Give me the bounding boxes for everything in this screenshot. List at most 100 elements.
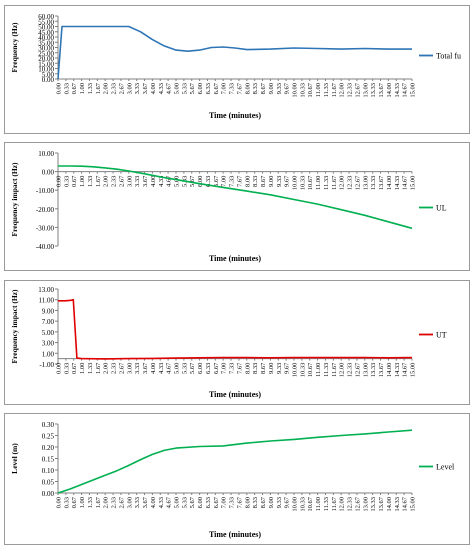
x-tick-label: 5.33 xyxy=(181,363,188,374)
x-tick-label: 9.67 xyxy=(284,82,291,94)
x-tick-label: 6.67 xyxy=(213,362,220,374)
y-tick-label: 0.25 xyxy=(42,433,55,441)
x-tick-label: 6.00 xyxy=(197,83,204,94)
x-tick-label: 9.67 xyxy=(284,496,291,508)
y-tick-label: -30.00 xyxy=(36,224,55,232)
x-tick-label: 4.33 xyxy=(158,363,165,374)
x-tick-label: 14.67 xyxy=(402,362,409,377)
x-tick-label: 14.33 xyxy=(394,363,401,378)
x-tick-label: 1.33 xyxy=(87,176,94,187)
x-tick-label: 1.33 xyxy=(87,363,94,374)
x-tick-label: 4.33 xyxy=(158,83,165,94)
x-tick-label: 12.67 xyxy=(354,496,361,511)
y-tick-label: 10.00 xyxy=(38,150,54,158)
x-tick-label: 3.00 xyxy=(126,363,133,374)
x-tick-label: 9.33 xyxy=(276,176,283,187)
x-tick-label: 11.00 xyxy=(315,497,322,511)
x-tick-label: 3.00 xyxy=(126,176,133,187)
y-tick-label: 0.00 xyxy=(42,490,55,498)
x-tick-label: 11.67 xyxy=(331,362,338,377)
x-axis-title: Time (minutes) xyxy=(209,530,261,539)
x-tick-label: 1.33 xyxy=(87,83,94,94)
x-tick-label: 3.67 xyxy=(142,175,149,187)
x-tick-label: 4.00 xyxy=(150,497,157,508)
x-tick-label: 2.00 xyxy=(103,83,110,94)
chart-svg-level: 0.000.050.100.150.200.250.300.00 0.33 0.67… xyxy=(10,421,455,539)
y-tick-label: 3.00 xyxy=(42,340,55,348)
x-tick-label: 1.67 xyxy=(95,362,102,374)
x-tick-label: 5.00 xyxy=(174,176,181,187)
x-tick-label: 9.00 xyxy=(268,83,275,94)
x-tick-label: 7.00 xyxy=(221,497,228,508)
y-tick-label: 25.00 xyxy=(38,50,54,58)
x-axis-title: Time (minutes) xyxy=(209,390,261,399)
x-tick-label: 0.33 xyxy=(63,176,70,187)
x-tick-label: 7.33 xyxy=(229,363,236,374)
x-tick-label: 8.33 xyxy=(252,83,259,94)
y-tick-label: 60.00 xyxy=(38,13,54,21)
x-tick-label: 3.33 xyxy=(134,176,141,187)
x-tick-label: 14.67 xyxy=(402,82,409,97)
x-tick-label: 14.33 xyxy=(394,83,401,98)
y-tick-label: 0.10 xyxy=(42,467,55,475)
x-tick-label: 13.67 xyxy=(378,362,385,377)
x-tick-label: 9.33 xyxy=(276,497,283,508)
x-tick-label: 7.00 xyxy=(221,176,228,187)
x-tick-label: 15.00 xyxy=(410,363,417,378)
x-tick-label: 10.00 xyxy=(292,176,299,191)
x-tick-label: 11.33 xyxy=(323,176,330,190)
x-tick-label: 15.00 xyxy=(410,176,417,191)
x-tick-label: 10.33 xyxy=(299,83,306,98)
x-tick-label: 6.00 xyxy=(197,363,204,374)
x-tick-label: 7.67 xyxy=(236,82,243,94)
legend-label: Level xyxy=(436,463,455,472)
x-tick-label: 4.00 xyxy=(150,83,157,94)
y-tick-label: 50.00 xyxy=(38,24,54,32)
x-tick-label: 6.67 xyxy=(213,496,220,508)
x-tick-label: 1.00 xyxy=(79,176,86,187)
x-tick-label: 14.33 xyxy=(394,176,401,191)
x-tick-label: 0.00 xyxy=(56,497,63,508)
x-tick-label: 5.67 xyxy=(189,496,196,508)
x-tick-label: 4.67 xyxy=(166,82,173,94)
x-tick-label: 14.00 xyxy=(386,363,393,378)
y-tick-label: 55.00 xyxy=(38,18,54,26)
x-tick-label: 10.33 xyxy=(299,363,306,378)
x-tick-label: 3.67 xyxy=(142,82,149,94)
x-tick-label: 13.00 xyxy=(362,176,369,191)
legend-label: Total fu xyxy=(436,52,461,61)
x-tick-label: 12.67 xyxy=(354,362,361,377)
x-tick-label: 1.33 xyxy=(87,497,94,508)
y-tick-label: 7.00 xyxy=(42,318,55,326)
x-tick-label: 4.00 xyxy=(150,176,157,187)
x-tick-label: 4.00 xyxy=(150,363,157,374)
x-tick-label: 1.00 xyxy=(79,497,86,508)
chart-panel-ut-impact: -1.00 1.00 3.00 5.00 7.00 9.00 11.00 13.00 0.00 0… xyxy=(4,280,470,405)
y-axis-title: Frequency (Hz) xyxy=(10,22,19,73)
y-tick-label: 0.20 xyxy=(42,444,55,452)
y-axis-title: Frequency impact (Hz) xyxy=(10,289,19,364)
x-tick-label: 0.67 xyxy=(71,175,78,187)
x-tick-label: 11.00 xyxy=(315,176,322,190)
x-tick-label: 3.33 xyxy=(134,83,141,94)
x-tick-label: 0.00 xyxy=(56,176,63,187)
y-tick-label: 20.00 xyxy=(38,55,54,63)
y-tick-label: 11.00 xyxy=(39,297,55,305)
x-tick-label: 12.00 xyxy=(339,363,346,378)
y-tick-label: 40.00 xyxy=(38,34,54,42)
y-tick-label: 1.00 xyxy=(42,350,55,358)
y-tick-label: 9.00 xyxy=(42,307,55,315)
x-tick-label: 0.67 xyxy=(71,496,78,508)
x-tick-label: 11.00 xyxy=(315,83,322,97)
x-tick-label: 6.67 xyxy=(213,175,220,187)
x-tick-label: 7.33 xyxy=(229,83,236,94)
x-tick-label: 12.33 xyxy=(347,83,354,98)
x-tick-label: 11.67 xyxy=(331,175,338,190)
x-tick-label: 2.00 xyxy=(103,176,110,187)
x-tick-label: 2.33 xyxy=(111,176,118,187)
x-tick-label: 2.67 xyxy=(118,175,125,187)
y-tick-label: 35.00 xyxy=(38,39,54,47)
y-tick-label: -1.00 xyxy=(39,361,54,369)
x-tick-label: 1.67 xyxy=(95,175,102,187)
